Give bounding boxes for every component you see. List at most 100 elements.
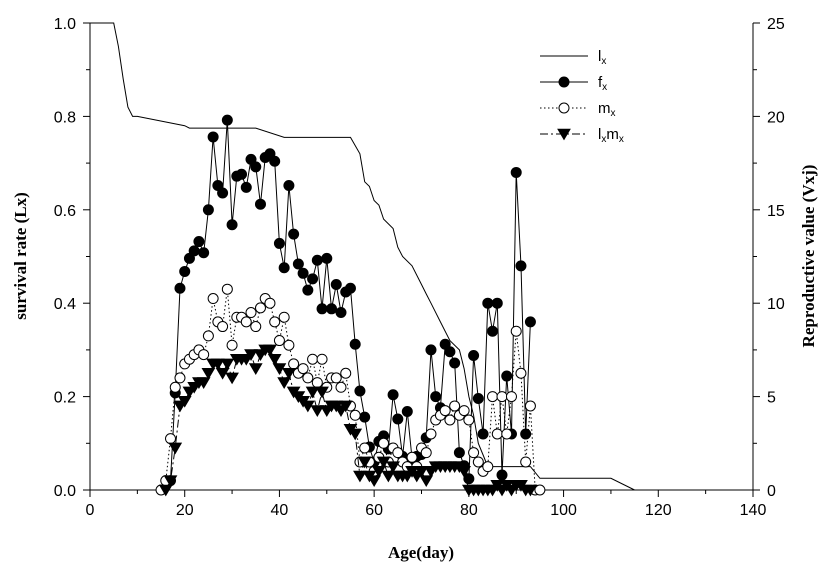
point-fx <box>278 262 290 274</box>
right-y-tick-label: 25 <box>767 16 785 33</box>
point-mx <box>221 283 233 295</box>
point-lxmx <box>267 353 282 366</box>
point-fx <box>335 307 347 319</box>
point-mx <box>359 442 371 454</box>
point-lxmx <box>210 358 225 371</box>
point-lxmx <box>310 405 325 417</box>
point-fx <box>297 267 309 279</box>
point-mx <box>491 428 503 440</box>
point-mx <box>250 321 262 333</box>
x-tick-label: 100 <box>550 502 577 519</box>
point-fx <box>254 198 266 210</box>
point-mx <box>330 372 342 384</box>
point-lxmx <box>381 470 396 483</box>
point-lxmx <box>177 395 192 408</box>
point-mx <box>264 297 276 309</box>
axes: 0 20 40 60 80 100 120 140 0.0 0.2 0.4 0.6 0.8 1.0 0 5 10… <box>54 16 785 519</box>
point-fx <box>444 346 456 358</box>
right-y-tick-label: 5 <box>767 390 776 407</box>
x-tick-label: 0 <box>86 502 95 519</box>
left-y-tick-label: 0.2 <box>54 390 76 407</box>
legend-marker <box>558 102 570 114</box>
left-y-axis-title: survival rate (Lx) <box>11 192 30 319</box>
x-tick-label: 140 <box>740 502 767 519</box>
point-lxmx <box>457 466 471 478</box>
series-line-mx <box>160 289 540 491</box>
point-lxmx <box>244 349 258 361</box>
point-fx <box>326 303 338 315</box>
point-fx <box>321 252 333 264</box>
point-fx <box>354 385 366 397</box>
x-tick-label: 40 <box>271 502 289 519</box>
point-mx <box>425 428 437 440</box>
left-y-tick-label: 0.6 <box>54 203 76 220</box>
point-lxmx <box>523 484 538 497</box>
point-mx <box>420 447 432 459</box>
point-mx <box>254 302 266 314</box>
left-y-tick-label: 0.0 <box>54 483 76 500</box>
point-mx <box>245 307 257 319</box>
series-lxmx <box>158 344 538 497</box>
point-fx <box>316 303 328 315</box>
point-mx <box>278 311 290 323</box>
point-mx <box>307 353 319 365</box>
point-fx <box>292 258 304 270</box>
point-fx <box>468 350 480 362</box>
point-mx <box>335 381 347 393</box>
point-fx <box>387 389 399 401</box>
point-mx <box>487 391 499 403</box>
point-fx <box>188 245 200 257</box>
point-mx <box>240 316 252 328</box>
left-y-tick-label: 0.4 <box>54 296 76 313</box>
point-lxmx <box>300 400 315 413</box>
point-lxmx <box>201 367 216 380</box>
left-y-tick-label: 1.0 <box>54 16 76 33</box>
point-mx <box>515 367 527 379</box>
point-fx <box>207 131 219 143</box>
right-y-tick-label: 15 <box>767 203 785 220</box>
point-fx <box>401 406 413 418</box>
point-fx <box>430 391 442 403</box>
point-fx <box>288 228 300 240</box>
point-fx <box>491 297 503 309</box>
x-tick-label: 60 <box>365 502 383 519</box>
point-lxmx <box>338 400 353 413</box>
legend-marker <box>557 128 571 141</box>
point-lxmx <box>272 363 287 375</box>
legend-item: mx <box>540 100 616 119</box>
legend-marker <box>558 76 570 88</box>
point-mx <box>501 428 513 440</box>
point-mx <box>505 391 517 403</box>
x-axis-title: Age(day) <box>388 543 454 562</box>
point-fx <box>496 469 508 481</box>
point-fx <box>344 282 356 294</box>
point-lxmx <box>215 367 230 380</box>
point-lxmx <box>305 386 320 399</box>
point-mx <box>198 349 210 361</box>
left-y-tick-label: 0.8 <box>54 109 76 126</box>
legend-label: mx <box>598 100 616 119</box>
point-fx <box>449 357 461 369</box>
legend-item: fx <box>540 74 607 93</box>
point-mx <box>520 456 532 468</box>
point-lxmx <box>386 461 400 474</box>
point-lxmx <box>248 363 263 375</box>
series-layer <box>90 22 635 497</box>
point-mx <box>449 400 461 412</box>
point-mx <box>226 339 238 351</box>
point-mx <box>302 372 314 384</box>
point-fx <box>240 181 252 193</box>
point-lxmx <box>315 386 329 399</box>
point-fx <box>425 344 437 356</box>
point-lxmx <box>282 367 296 380</box>
point-mx <box>392 447 404 459</box>
point-mx <box>207 293 219 305</box>
point-mx <box>534 484 546 496</box>
legend-label: lx <box>598 48 606 67</box>
point-mx <box>169 381 181 393</box>
point-fx <box>307 273 319 285</box>
legend-label: lxmx <box>598 126 624 145</box>
point-lxmx <box>367 475 382 488</box>
point-fx <box>236 168 248 180</box>
